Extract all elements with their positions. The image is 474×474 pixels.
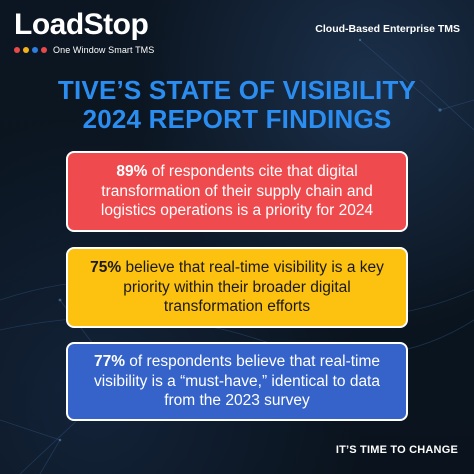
finding-statement: believe that real-time visibility is a k… [121,259,384,316]
headline: TIVE’S STATE OF VISIBILITY 2024 REPORT F… [0,76,474,134]
finding-card-1-text: 89% of respondents cite that digital tra… [80,162,394,221]
brand-tagline: One Window Smart TMS [53,45,155,55]
brand-logo: LoadStop One Window Smart TMS [14,10,154,55]
headline-line-1: TIVE’S STATE OF VISIBILITY [57,75,417,105]
brand-tagline-row: One Window Smart TMS [14,45,154,55]
header-subtitle: Cloud-Based Enterprise TMS [315,23,460,35]
brand-name: LoadStop [14,8,149,41]
finding-card-2: 75% believe that real-time visibility is… [66,247,408,328]
finding-card-3-text: 77% of respondents believe that real-tim… [80,352,394,411]
finding-percent: 77% [93,353,125,371]
brand-dot [14,47,20,53]
brand-dot [41,47,47,53]
footer-slogan: IT’S TIME TO CHANGE [335,444,458,456]
brand-dot [23,47,29,53]
finding-card-3: 77% of respondents believe that real-tim… [66,342,408,421]
finding-statement: of respondents cite that digital transfo… [100,163,374,220]
finding-card-2-text: 75% believe that real-time visibility is… [80,258,394,317]
brand-dot [32,47,38,53]
finding-percent: 75% [90,259,122,277]
finding-card-1: 89% of respondents cite that digital tra… [66,151,408,232]
finding-statement: of respondents believe that real-time vi… [93,353,381,410]
finding-percent: 89% [116,163,148,181]
headline-line-2: 2024 REPORT FINDINGS [82,104,392,134]
brand-dots [14,47,47,53]
